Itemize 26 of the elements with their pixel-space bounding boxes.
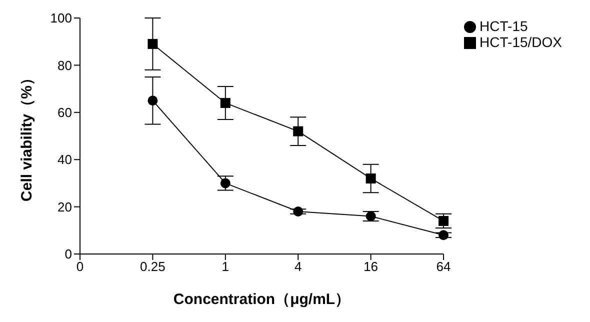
point — [438, 216, 449, 226]
point — [148, 96, 158, 106]
x-tick-label: 64 — [436, 259, 451, 274]
y-axis-title: Cell viability（%） — [18, 70, 36, 202]
x-tick-label: 0 — [76, 259, 84, 274]
point — [366, 173, 376, 184]
point — [366, 211, 376, 222]
x-tick-label: 16 — [364, 259, 378, 274]
y-tick-label: 100 — [50, 10, 72, 26]
point — [220, 98, 230, 108]
y-tick-label: 80 — [58, 58, 72, 73]
point — [220, 178, 230, 188]
y-tick-label: 60 — [58, 105, 72, 120]
x-tick-label: 0.25 — [140, 259, 166, 274]
point — [293, 126, 304, 136]
legend-label: HCT-15 — [480, 18, 528, 34]
x-axis-title: Concentration（μg/mL） — [173, 291, 350, 308]
point — [293, 206, 304, 217]
point — [438, 230, 449, 240]
y-tick-label: 20 — [58, 199, 72, 214]
y-tick-label: 0 — [64, 246, 72, 262]
y-tick-label: 40 — [58, 152, 72, 168]
x-tick-label: 1 — [222, 259, 230, 274]
legend-label: HCT-15/DOX — [480, 34, 562, 50]
point — [148, 38, 158, 49]
x-tick-label: 4 — [294, 259, 302, 274]
